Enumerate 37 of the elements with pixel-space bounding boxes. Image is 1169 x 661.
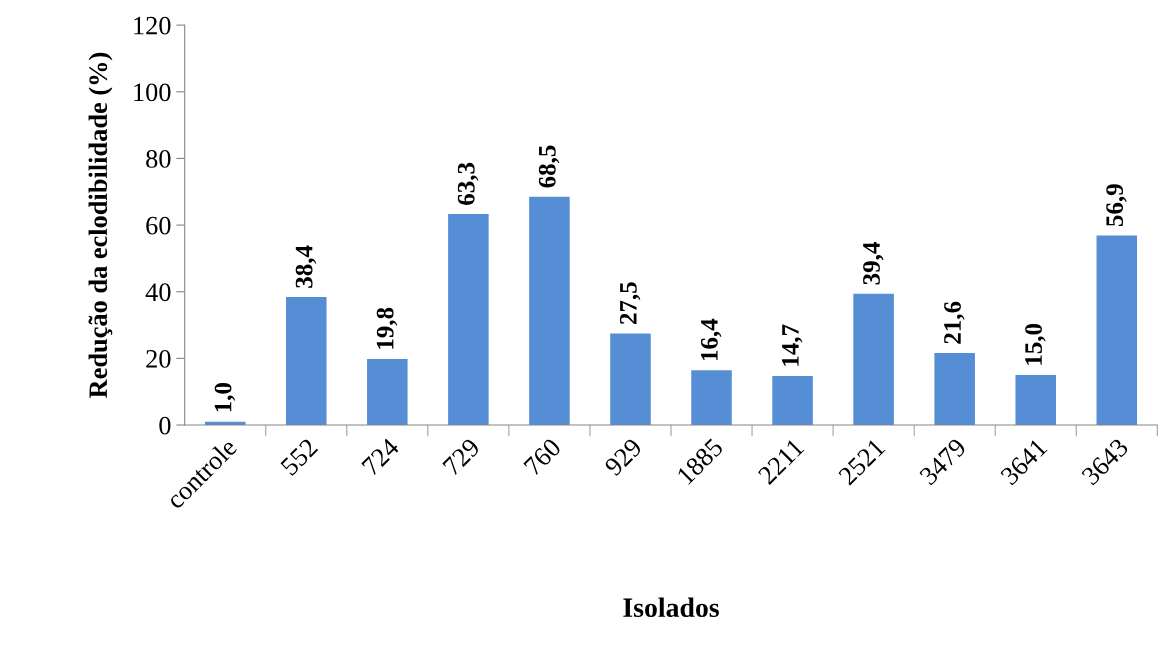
y-tick-label: 100 <box>134 83 171 102</box>
data-label: 63,3 <box>457 162 479 205</box>
bar <box>610 333 651 426</box>
bar <box>286 297 327 426</box>
bar <box>1015 375 1056 426</box>
data-label: 68,5 <box>538 145 560 188</box>
y-tick-label: 40 <box>145 283 171 302</box>
data-label: 14,7 <box>782 324 803 366</box>
y-axis-title: Redução da eclodibilidade (%) <box>88 52 113 398</box>
x-tick-label: 929 <box>603 437 643 477</box>
data-label: 15,0 <box>1025 323 1046 365</box>
x-tick-label: 724 <box>361 437 400 476</box>
bar <box>1096 235 1138 426</box>
x-tick-label: 729 <box>442 437 481 477</box>
bar <box>691 370 732 426</box>
bar <box>448 214 489 426</box>
data-label: 38,4 <box>295 245 317 288</box>
x-axis-title: Isolados <box>623 597 719 618</box>
bar <box>934 353 975 426</box>
data-label: 19,8 <box>376 307 398 349</box>
data-label: 1,0 <box>214 383 236 412</box>
data-label: 21,6 <box>944 301 965 344</box>
data-label: 27,5 <box>619 282 641 324</box>
bar <box>853 293 894 426</box>
x-tick-label: 552 <box>279 437 319 477</box>
y-tick-label: 0 <box>159 416 171 435</box>
x-tick-label: 760 <box>523 437 562 477</box>
bar <box>367 359 408 426</box>
bar <box>772 376 813 426</box>
y-tick-label: 20 <box>146 349 171 368</box>
data-label: 56,9 <box>1106 184 1127 227</box>
data-label: 39,4 <box>863 242 884 285</box>
bar <box>529 196 570 426</box>
y-tick-label: 120 <box>134 16 171 35</box>
y-tick-label: 60 <box>146 216 171 235</box>
y-tick-label: 80 <box>146 150 171 168</box>
data-label: 16,4 <box>700 318 722 361</box>
